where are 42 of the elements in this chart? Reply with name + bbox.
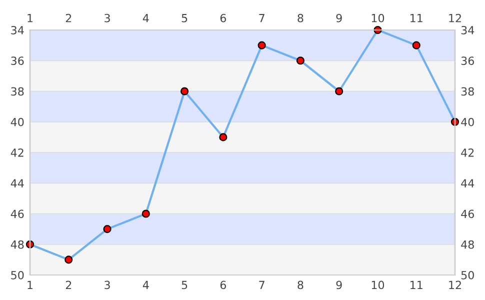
x-tick-label: 12	[449, 280, 461, 289]
y2-tick-label: 40	[461, 118, 474, 126]
y-tick-label: 44	[10, 179, 24, 188]
x-tick-label: 11	[410, 280, 422, 289]
y2-tick-label: 36	[461, 56, 474, 66]
x2-tick-label: 6	[220, 14, 226, 22]
y2-tick-label: 38	[461, 87, 474, 96]
y2-tick-label: 34	[461, 26, 474, 34]
x2-tick-label: 8	[298, 14, 304, 22]
x-tick-label: 7	[259, 280, 264, 289]
y-tick-label: 40	[10, 118, 24, 126]
x-tick-label: 4	[142, 280, 149, 289]
x-tick-label: 9	[336, 280, 342, 290]
x-tick-label: 1	[28, 280, 33, 289]
x-tick-label: 6	[220, 280, 226, 290]
x2-tick-label: 11	[410, 14, 422, 22]
x2-tick-label: 2	[66, 14, 72, 22]
y-tick-label: 50	[11, 270, 24, 280]
y-tick-label: 46	[10, 210, 24, 218]
x2-tick-label: 3	[104, 14, 110, 22]
x2-tick-label: 9	[336, 14, 342, 22]
y-tick-label: 34	[11, 26, 24, 34]
x2-tick-label: 5	[182, 14, 188, 22]
x-tick-label: 2	[66, 280, 72, 289]
y-tick-label: 48	[10, 240, 24, 249]
x-tick-label: 8	[298, 280, 304, 290]
y2-tick-label: 48	[461, 240, 474, 249]
x-tick-label: 5	[182, 280, 188, 290]
x2-tick-label: 7	[259, 14, 264, 22]
x2-tick-label: 10	[372, 14, 384, 22]
y-tick-label: 38	[11, 87, 24, 96]
y-tick-label: 36	[11, 56, 24, 66]
x-tick-label: 3	[104, 280, 110, 290]
x2-tick-label: 12	[449, 14, 461, 22]
x2-tick-label: 1	[28, 14, 33, 22]
y2-tick-label: 44	[461, 179, 474, 188]
y-tick-label: 42	[10, 148, 24, 157]
y2-tick-label: 46	[461, 210, 474, 218]
y2-tick-label: 50	[461, 270, 474, 280]
y2-tick-label: 42	[461, 148, 474, 157]
x-tick-label: 10	[372, 280, 384, 290]
x2-tick-label: 4	[142, 14, 149, 22]
